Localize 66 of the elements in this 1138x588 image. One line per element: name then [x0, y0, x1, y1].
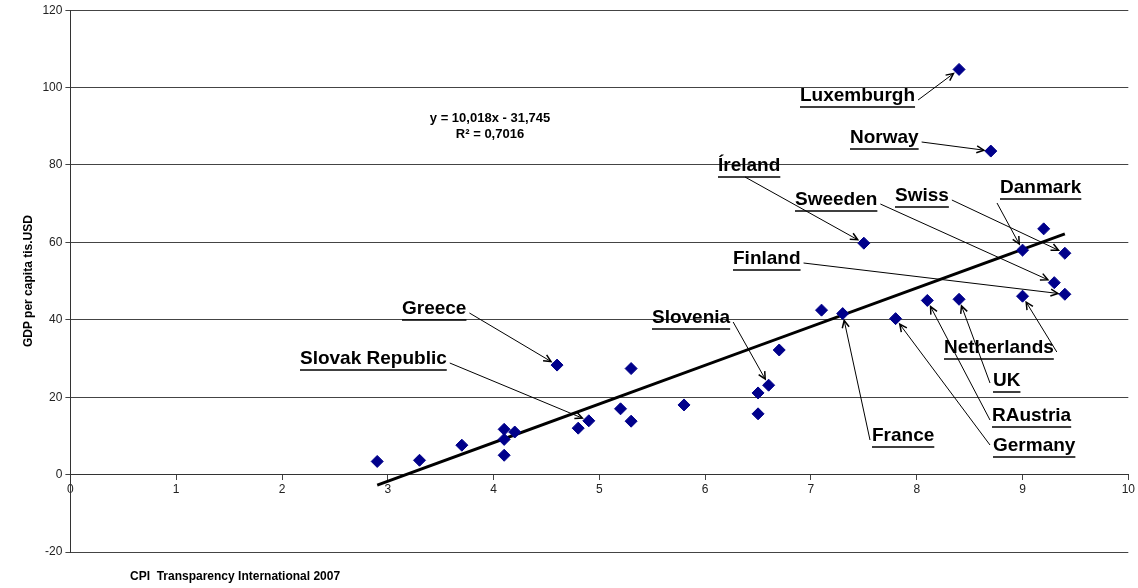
x-tick-label: 5 — [596, 482, 604, 497]
x-tick-label: 10 — [1121, 482, 1136, 497]
point — [614, 402, 628, 416]
x-tick-label: 3 — [384, 482, 392, 497]
point — [815, 303, 829, 317]
point — [1016, 243, 1030, 257]
y-tick-label: 20 — [49, 389, 63, 404]
annotation: France — [872, 424, 935, 446]
point — [571, 421, 585, 435]
point — [1058, 287, 1072, 301]
point — [952, 62, 966, 76]
point — [1047, 276, 1061, 290]
point — [836, 307, 850, 321]
point — [497, 422, 511, 436]
point — [624, 362, 638, 376]
point — [762, 378, 776, 392]
y-tick-label: 120 — [42, 2, 63, 17]
point — [370, 454, 384, 468]
point — [1037, 222, 1051, 236]
point — [497, 432, 511, 446]
point — [677, 398, 691, 412]
point — [751, 386, 765, 400]
x-axis-title: CPI Transparency International 2007 — [130, 569, 341, 584]
annotation: RAustria — [992, 404, 1072, 426]
point — [772, 343, 786, 357]
y-axis-title: GDP per capita tis.USD — [20, 214, 35, 348]
annotation: R² = 0,7016 — [455, 125, 525, 141]
annotation: Luxemburgh — [800, 84, 916, 106]
point — [857, 236, 871, 250]
annotation: Finland — [733, 247, 801, 269]
annotation: Greece — [402, 297, 467, 319]
y-tick-label: -20 — [45, 544, 63, 559]
x-tick-label: 9 — [1019, 482, 1027, 497]
y-tick-label: 40 — [49, 312, 63, 327]
x-tick-label: 8 — [913, 482, 921, 497]
y-tick-label: 60 — [49, 234, 63, 249]
point — [1016, 289, 1030, 303]
point — [889, 312, 903, 326]
x-tick-label: 7 — [807, 482, 815, 497]
point — [455, 438, 469, 452]
point — [508, 425, 522, 439]
point — [582, 414, 596, 428]
y-tick-label: 0 — [55, 466, 63, 481]
point — [751, 407, 765, 421]
annotation: y = 10,018x - 31,745 — [429, 109, 551, 125]
x-tick-label: 2 — [278, 482, 286, 497]
point — [1058, 246, 1072, 260]
y-tick-label: 100 — [42, 79, 63, 94]
point — [952, 292, 966, 306]
annotation: Sweeden — [795, 188, 878, 210]
point — [413, 453, 427, 467]
annotation: Swiss — [895, 184, 949, 206]
annotation: UK — [993, 369, 1021, 391]
annotation: Norway — [850, 126, 920, 148]
x-tick-label: 1 — [172, 482, 180, 497]
point — [624, 414, 638, 428]
point — [920, 293, 934, 307]
x-tick-label: 4 — [490, 482, 498, 497]
y-tick-label: 80 — [49, 157, 63, 172]
point — [550, 358, 564, 372]
x-tick-label: 6 — [701, 482, 709, 497]
point — [984, 144, 998, 158]
point — [497, 448, 511, 462]
annotation: Danmark — [1000, 176, 1082, 198]
annotation: Slovak Republic — [300, 347, 448, 369]
annotation: Germany — [993, 434, 1076, 456]
